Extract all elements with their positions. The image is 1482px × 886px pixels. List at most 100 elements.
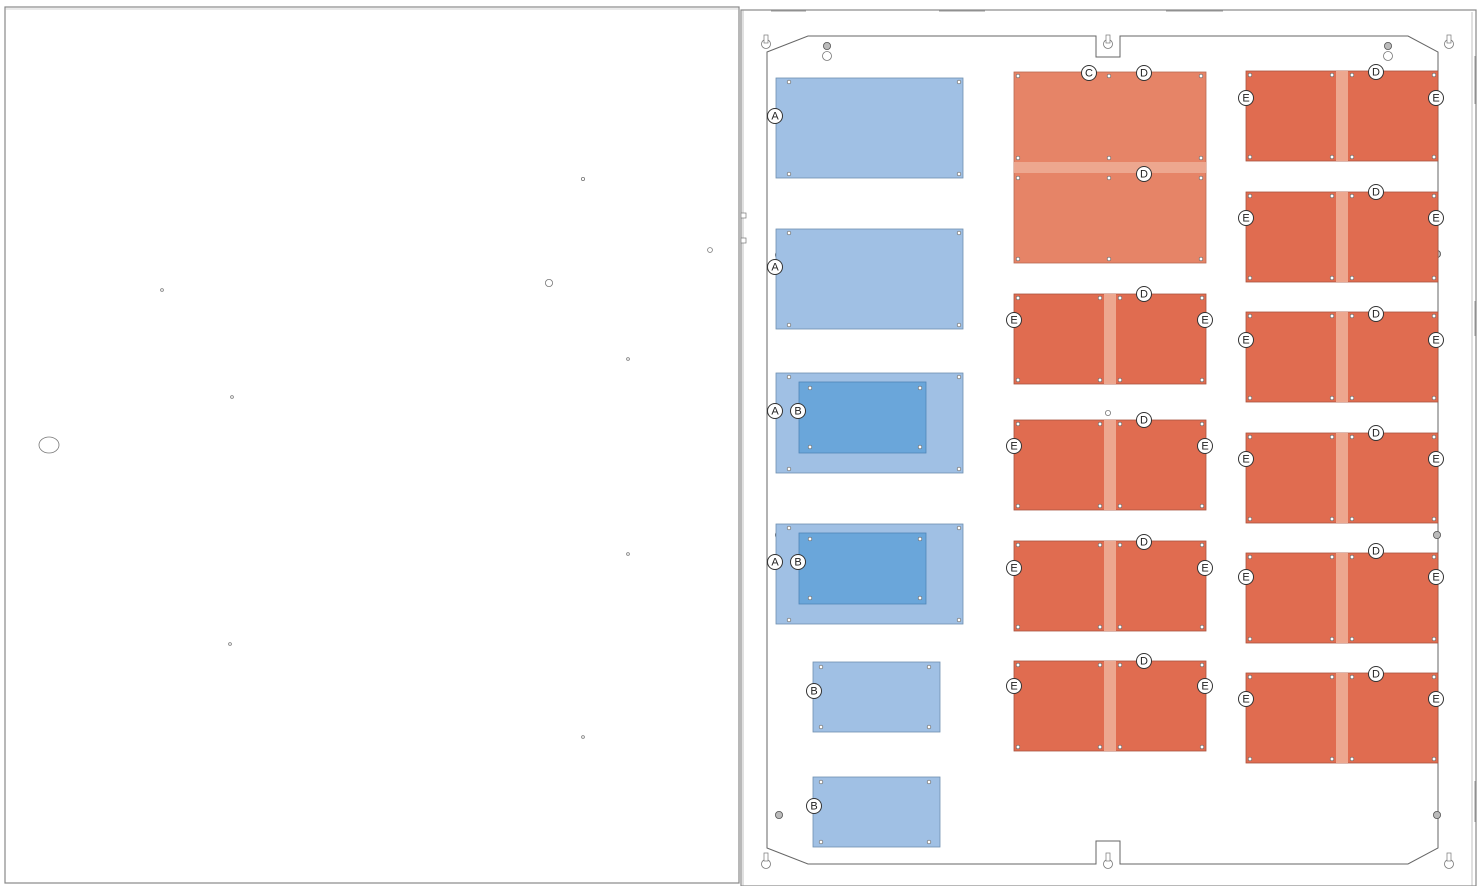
mounting-hole [822,51,832,61]
callout-circle [1238,90,1254,106]
callout-marker: E [1428,332,1444,348]
ground-stud [1384,42,1393,51]
door-hole [230,395,234,399]
callout-circle [1136,286,1152,302]
screw-hole [1117,624,1123,630]
keyhole-slot [1103,852,1113,869]
screw-hole [1198,175,1204,181]
callout-marker: E [1006,560,1022,576]
callout-marker: E [1428,451,1444,467]
callout-circle [806,798,822,814]
callout-marker: E [1006,678,1022,694]
splice-strip [1336,192,1348,282]
callout-circle [1368,306,1384,322]
callout-marker: C [1081,65,1097,81]
callout-circle [1428,451,1444,467]
screw-hole [1431,516,1437,522]
screw-hole [1431,756,1437,762]
screw-hole [917,444,923,450]
screw-hole [1431,72,1437,78]
screw-hole [1329,516,1335,522]
screw-hole [1106,155,1112,161]
screw-hole [1431,636,1437,642]
ground-stud [1433,531,1442,540]
callout-circle [1197,678,1213,694]
door-hole [228,642,232,646]
screw-hole [1247,636,1253,642]
screw-hole [1349,636,1355,642]
callout-marker: E [1238,90,1254,106]
callout-marker: B [806,798,822,814]
callout-marker: E [1238,691,1254,707]
screw-hole [786,374,792,380]
screw-hole [1015,73,1021,79]
splice-strip [1336,433,1348,523]
screw-hole [1247,275,1253,281]
screw-hole [1117,744,1123,750]
screw-hole [807,385,813,391]
callout-circle [1428,90,1444,106]
screw-hole [1097,421,1103,427]
callout-marker: D [1368,543,1384,559]
splice-strip [1104,661,1116,751]
callout-marker: A [767,403,783,419]
callout-letter: D [1372,67,1380,79]
ground-stud [823,42,832,51]
panel-b-inset [798,532,927,605]
callout-marker: D [1368,425,1384,441]
screw-hole [1431,554,1437,560]
screw-hole [1247,434,1253,440]
screw-hole [926,839,932,845]
screw-hole [1117,662,1123,668]
screw-hole [807,444,813,450]
screw-hole [1015,421,1021,427]
screw-hole [786,79,792,85]
keyhole-slot [761,852,771,869]
screw-hole [1097,503,1103,509]
splice-strip [1104,420,1116,510]
callout-letter: E [1432,335,1439,347]
callout-marker: D [1136,412,1152,428]
screw-hole [1117,503,1123,509]
callout-letter: D [1140,537,1148,549]
screw-hole [956,617,962,623]
callout-circle [1197,438,1213,454]
callout-marker: E [1428,569,1444,585]
callout-circle [1006,438,1022,454]
screw-hole [956,230,962,236]
screw-hole [1349,756,1355,762]
screw-hole [1015,662,1021,668]
screw-hole [1329,674,1335,680]
callout-circle [1368,666,1384,682]
splice-strip [1336,312,1348,402]
screw-hole [1431,275,1437,281]
screw-hole [1106,73,1112,79]
backplate-outline [766,35,1439,865]
door-hole [160,288,164,292]
screw-hole [1199,662,1205,668]
callout-circle [1197,560,1213,576]
screw-hole [807,536,813,542]
callout-marker: E [1197,312,1213,328]
callout-marker: A [767,554,783,570]
screw-hole [1097,542,1103,548]
callout-marker: E [1238,332,1254,348]
screw-hole [1117,421,1123,427]
screw-hole [1015,542,1021,548]
door-hole [626,552,630,556]
screw-hole [786,171,792,177]
callout-letter: A [771,111,779,123]
callout-letter: E [1432,454,1439,466]
screw-hole [1247,193,1253,199]
callout-letter: E [1242,335,1249,347]
door-hole [707,247,713,253]
callout-marker: E [1197,438,1213,454]
hinge-mark [740,237,747,244]
door-outline [4,6,740,884]
screw-hole [1329,636,1335,642]
callout-marker: A [767,108,783,124]
callout-letter: D [1140,169,1148,181]
screw-hole [1329,275,1335,281]
screw-hole [1247,154,1253,160]
